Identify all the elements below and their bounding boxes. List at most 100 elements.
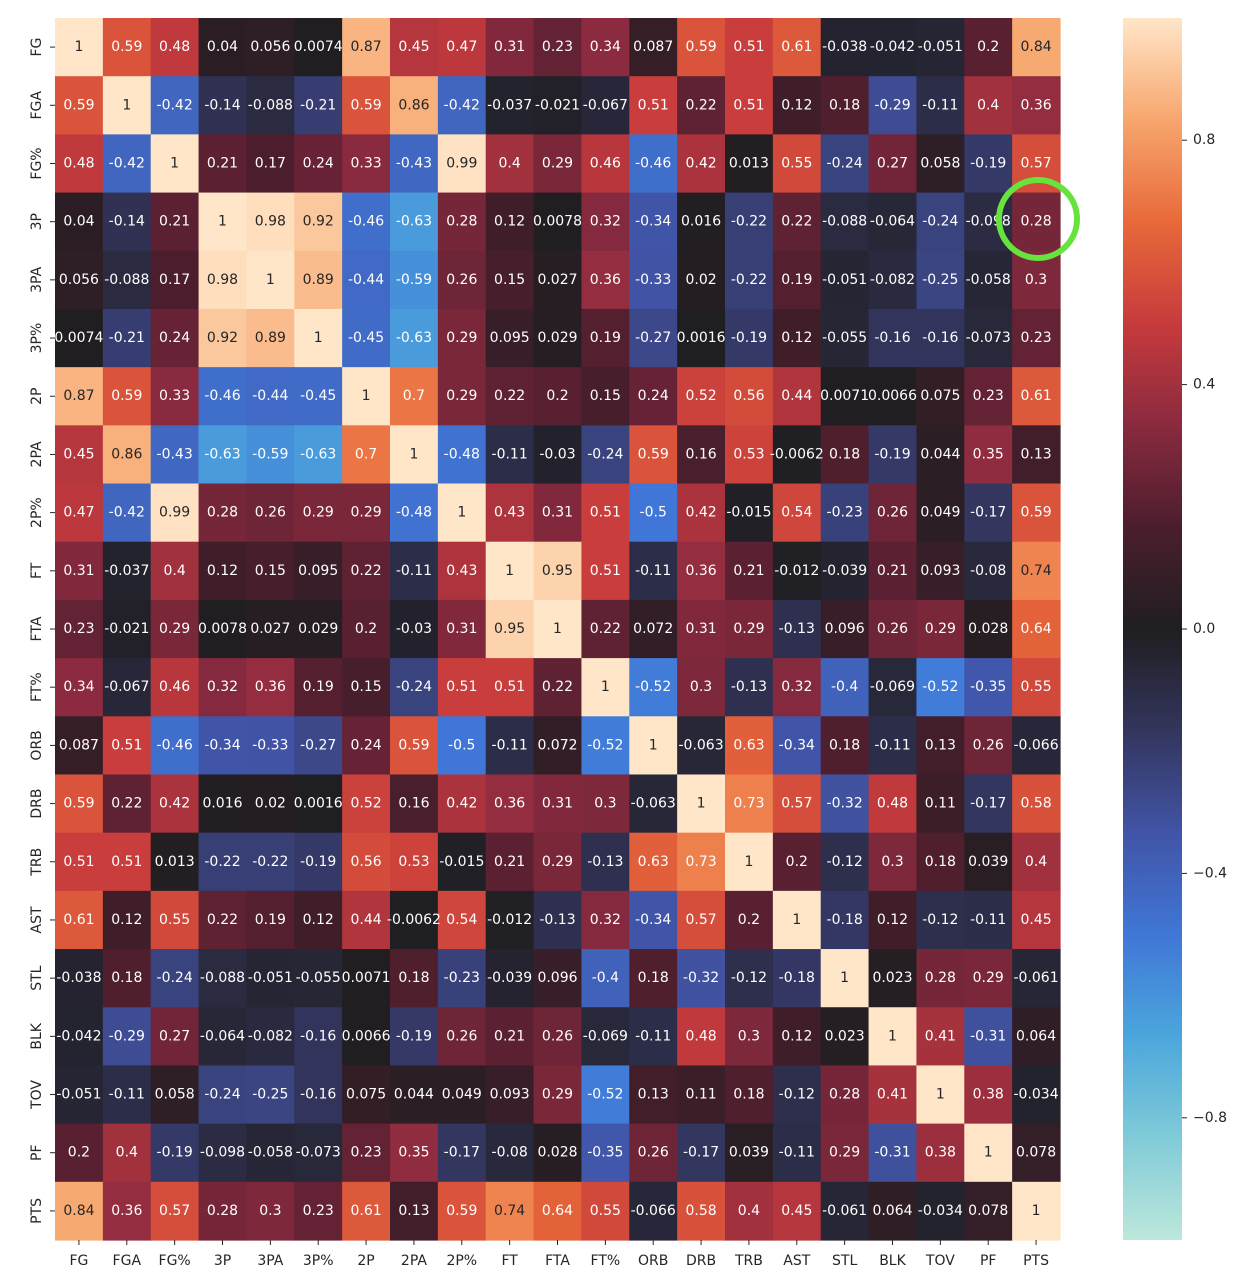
- heatmap-cell: [55, 308, 104, 368]
- heatmap-cell: [964, 367, 1013, 426]
- heatmap-cell: [246, 949, 295, 1008]
- cell-value-label: -0.11: [970, 912, 1006, 928]
- heatmap-cell: [725, 832, 774, 892]
- cell-value-label: 1: [122, 97, 131, 113]
- cell-value-label: -0.32: [827, 796, 863, 812]
- heatmap-cell: [964, 1181, 1013, 1241]
- heatmap-cell: [485, 76, 535, 135]
- heatmap-cell: [1012, 76, 1061, 135]
- heatmap-cell: [150, 949, 200, 1008]
- heatmap-cell: [485, 425, 535, 485]
- heatmap-cell: [437, 1065, 487, 1125]
- cell-value-label: 1: [218, 214, 227, 230]
- cell-value-label: 1: [984, 1145, 993, 1161]
- cell-value-label: -0.11: [492, 737, 528, 753]
- heatmap-cell: [198, 76, 248, 135]
- cell-value-label: 0.056: [250, 39, 290, 55]
- cell-value-label: 0.044: [920, 446, 960, 462]
- cell-value-label: 0.13: [398, 1203, 429, 1219]
- cell-value-label: 0.17: [255, 155, 286, 171]
- heatmap-cell: [581, 76, 630, 135]
- heatmap-cell: [964, 832, 1013, 892]
- heatmap-cell: [246, 541, 295, 601]
- heatmap-cell: [342, 134, 391, 194]
- heatmap-cell: [55, 832, 104, 892]
- cell-value-label: 0.58: [685, 1203, 716, 1219]
- y-tick-label: FGA: [29, 91, 45, 120]
- heatmap-cell: [150, 192, 200, 252]
- heatmap-cell: [533, 134, 583, 194]
- cell-value-label: -0.63: [396, 330, 432, 346]
- heatmap-cell: [150, 18, 200, 77]
- cell-value-label: 0.32: [590, 214, 621, 230]
- heatmap-cell: [342, 832, 391, 892]
- heatmap-cell: [294, 308, 343, 368]
- heatmap-cell: [1012, 483, 1061, 543]
- cell-value-label: 0.29: [925, 621, 956, 637]
- cell-value-label: -0.18: [779, 970, 815, 986]
- heatmap-cell: [102, 18, 152, 77]
- heatmap-cell: [55, 774, 104, 834]
- heatmap-cell: [342, 1065, 391, 1125]
- cell-value-label: 0.2: [977, 39, 999, 55]
- heatmap-cell: [102, 599, 152, 659]
- cell-value-label: -0.5: [640, 505, 667, 521]
- heatmap-cell: [390, 774, 439, 834]
- cell-value-label: 0.59: [1020, 505, 1051, 521]
- heatmap-cell: [1012, 949, 1061, 1008]
- cell-value-label: -0.03: [396, 621, 432, 637]
- heatmap-cell: [964, 949, 1013, 1008]
- heatmap-cell: [533, 76, 583, 135]
- heatmap-cell: [964, 134, 1013, 194]
- cell-value-label: 0.18: [111, 970, 142, 986]
- cell-value-label: -0.24: [204, 1087, 240, 1103]
- cell-value-label: 0.029: [298, 621, 338, 637]
- cell-value-label: 0.28: [207, 1203, 238, 1219]
- cell-value-label: 0.55: [159, 912, 190, 928]
- cell-value-label: 0.36: [494, 796, 525, 812]
- cell-value-label: -0.21: [300, 97, 336, 113]
- cell-value-label: -0.22: [204, 854, 240, 870]
- cell-value-label: -0.29: [874, 97, 910, 113]
- cell-value-label: 0.32: [207, 679, 238, 695]
- cell-value-label: 0.43: [494, 505, 525, 521]
- heatmap-cell: [820, 367, 870, 426]
- heatmap-cell: [246, 425, 295, 485]
- cell-value-label: 0.24: [350, 737, 381, 753]
- heatmap-cell: [294, 541, 343, 601]
- cell-value-label: -0.19: [300, 854, 336, 870]
- heatmap-cell: [342, 1007, 391, 1067]
- heatmap-cell: [629, 483, 678, 543]
- cell-value-label: 0.049: [920, 505, 960, 521]
- cell-value-label: -0.067: [104, 679, 149, 695]
- heatmap-cell: [102, 76, 152, 135]
- heatmap-cell: [1012, 1123, 1061, 1183]
- colorbar-tick-label: −0.4: [1193, 865, 1227, 881]
- x-axis-ticks: FG FGA FG% 3P 3PA 3P% 2P 2PA 2P% FT FTA FT% ORB DRB TR…: [69, 1240, 1049, 1269]
- cell-value-label: 0.48: [159, 39, 190, 55]
- cell-value-label: 0.31: [685, 621, 716, 637]
- heatmap-cell: [581, 367, 630, 426]
- cell-value-label: 0.13: [638, 1087, 669, 1103]
- heatmap-cell: [533, 192, 583, 252]
- heatmap-cell: [581, 774, 630, 834]
- cell-value-label: 0.18: [925, 854, 956, 870]
- heatmap-cell: [677, 76, 726, 135]
- heatmap-cell: [1012, 192, 1061, 252]
- cell-value-label: 0.73: [733, 796, 764, 812]
- cell-value-label: -0.063: [631, 796, 676, 812]
- heatmap-cell: [964, 658, 1013, 717]
- cell-value-label: 0.027: [537, 272, 577, 288]
- cell-value-label: 0.075: [920, 388, 960, 404]
- cell-value-label: 0.23: [1020, 330, 1051, 346]
- heatmap-cell: [772, 716, 822, 776]
- heatmap-cell: [246, 1065, 295, 1125]
- cell-value-label: 0.57: [1020, 155, 1051, 171]
- heatmap-cell: [629, 192, 678, 252]
- cell-value-label: 0.22: [542, 679, 573, 695]
- cell-value-label: 0.55: [1020, 679, 1051, 695]
- cell-value-label: 0.52: [350, 796, 381, 812]
- heatmap-cell: [246, 658, 295, 717]
- heatmap-cell: [390, 890, 439, 950]
- cell-value-label: -0.13: [731, 679, 767, 695]
